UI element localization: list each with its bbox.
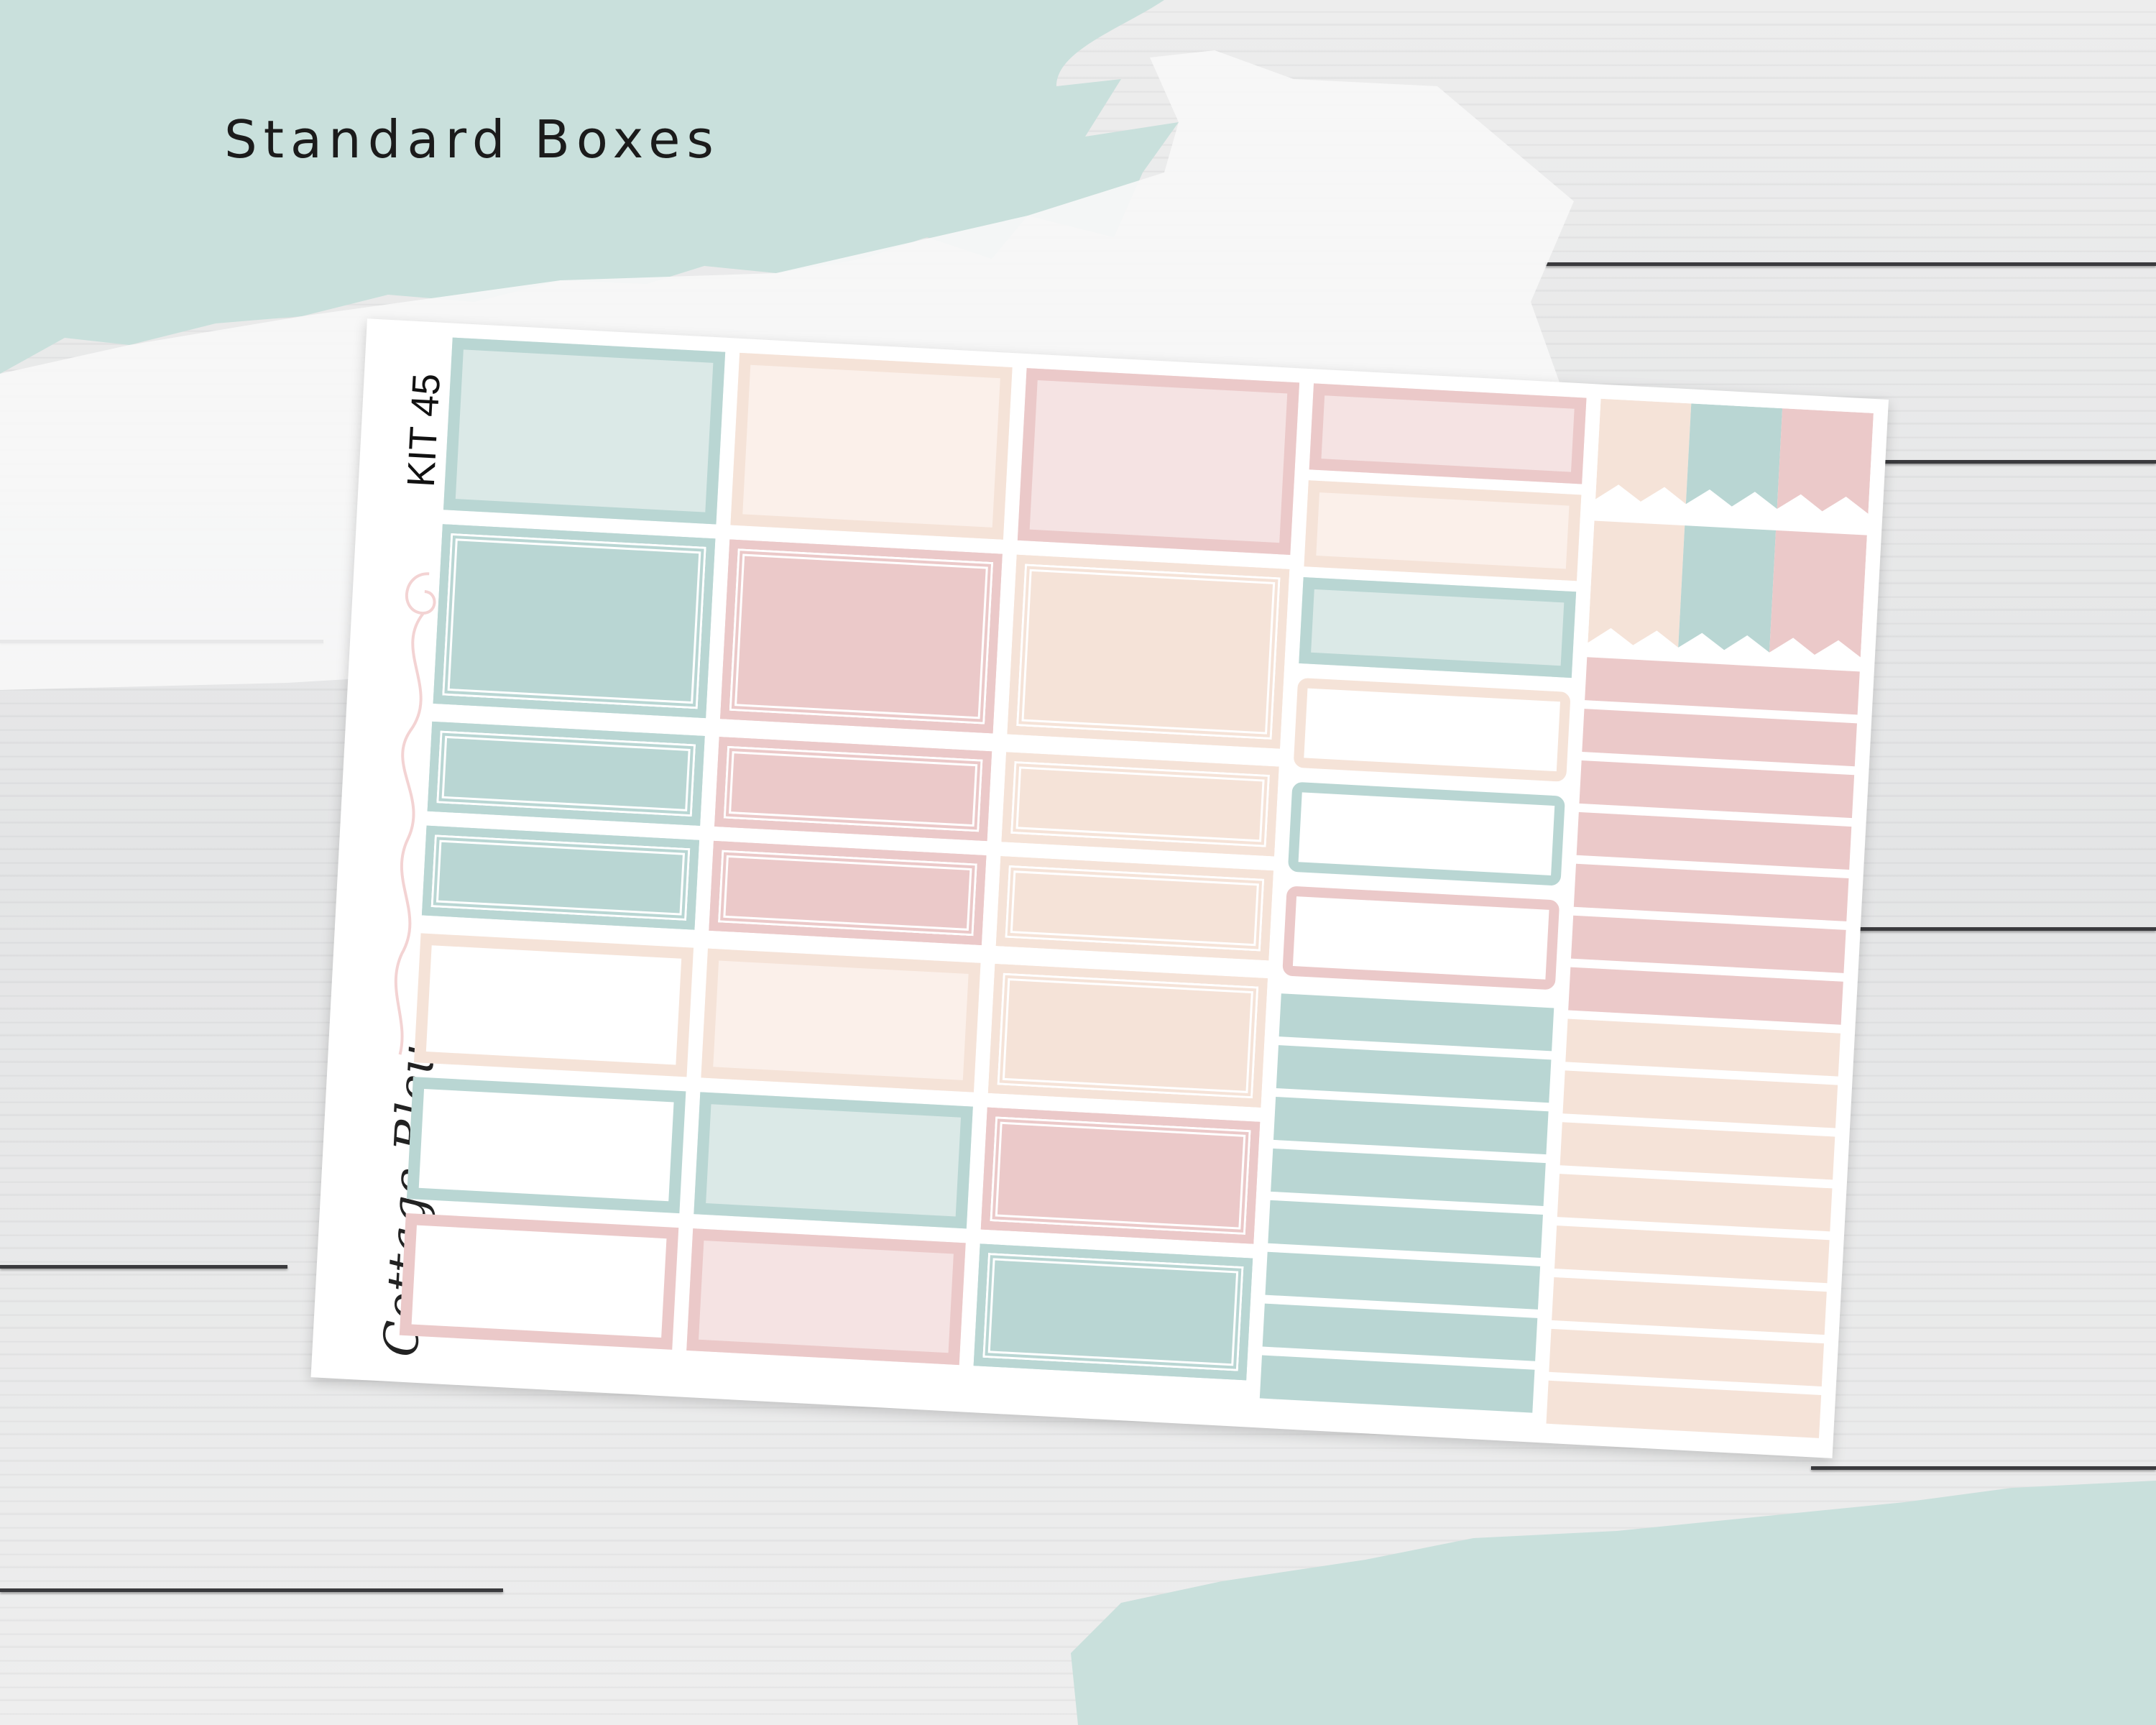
plank-seam (1833, 927, 2156, 931)
sticker-box (414, 933, 694, 1077)
sticker-box (406, 1077, 686, 1214)
page-heading: Standard Boxes (224, 109, 720, 170)
sticker-box (433, 524, 716, 719)
sticker-box (701, 948, 981, 1092)
sticker-strip (1276, 1045, 1552, 1103)
plank-seam (0, 1588, 503, 1592)
sticker-strip (1271, 1148, 1546, 1207)
sticker-box (1299, 577, 1577, 678)
flag-stickers (1588, 398, 1874, 658)
sticker-box (399, 1213, 679, 1350)
sticker-strip (1573, 863, 1849, 921)
sticker-box (1001, 752, 1279, 857)
sticker-box (709, 840, 987, 945)
sticker-strip (1582, 709, 1857, 767)
sticker-box (730, 352, 1013, 540)
kit-label: KIT 45 (399, 372, 448, 489)
sticker-box (1287, 781, 1565, 886)
sticker-box (987, 963, 1268, 1108)
sticker-box (1007, 554, 1290, 749)
sticker-box (1293, 677, 1571, 782)
sticker-box (714, 737, 992, 842)
sticker-box (973, 1243, 1253, 1381)
sticker-strip (1262, 1303, 1538, 1361)
sticker-strip (1554, 1225, 1830, 1284)
decorative-swirl-icon (394, 572, 436, 1055)
sticker-box (980, 1107, 1261, 1244)
sticker-box (443, 337, 726, 525)
sticker-strip (1268, 1200, 1543, 1258)
sticker-box (1309, 383, 1587, 484)
sticker-box (995, 856, 1273, 961)
sticker-box (686, 1228, 966, 1366)
plank-seam (0, 1265, 287, 1269)
sticker-strip (1259, 1355, 1535, 1413)
sticker-strip (1560, 1122, 1835, 1180)
sticker-strip (1273, 1097, 1549, 1155)
sticker-strip (1568, 967, 1843, 1025)
sticker-strip (1565, 1018, 1841, 1077)
sticker-box (1304, 480, 1582, 581)
sticker-strip (1557, 1174, 1833, 1232)
sticker-strip (1579, 760, 1855, 819)
sticker-strip (1576, 811, 1852, 870)
plank-seam (1545, 262, 2156, 266)
sticker-strip (1265, 1251, 1541, 1310)
sticker-box (427, 721, 705, 826)
sticker-strip (1552, 1276, 1827, 1335)
sticker-strip (1546, 1380, 1822, 1438)
sticker-strip (1570, 915, 1846, 973)
sticker-box (421, 825, 700, 930)
plank-seam (1869, 460, 2156, 464)
sticker-strip (1549, 1328, 1824, 1387)
sticker-box (1282, 886, 1560, 990)
sticker-box (694, 1092, 973, 1229)
sticker-strip (1562, 1070, 1838, 1128)
sticker-sheet: KIT 45 Cottage Bleu (310, 318, 1889, 1458)
sticker-strip (1279, 993, 1554, 1052)
sticker-box (1017, 368, 1300, 556)
plank-seam (1811, 1466, 2156, 1470)
sticker-box (720, 539, 1003, 734)
